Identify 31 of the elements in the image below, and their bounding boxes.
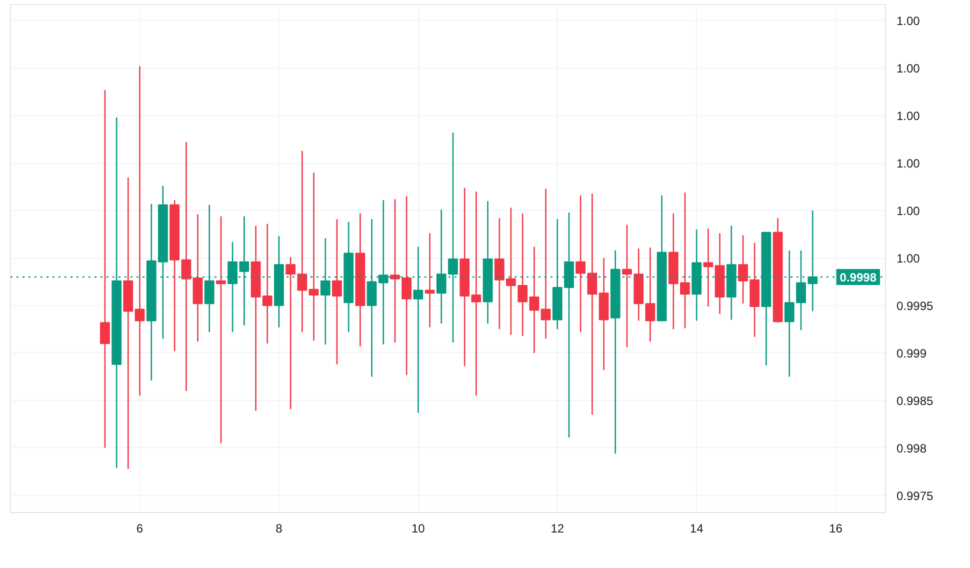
x-tick-label: 6 <box>136 522 144 536</box>
y-tick-label: 1.00 <box>896 109 920 124</box>
candlestick <box>134 66 145 396</box>
candlestick <box>540 188 551 340</box>
candlestick <box>181 142 192 392</box>
candlestick <box>123 176 134 470</box>
candlestick <box>308 172 319 342</box>
x-tick-label: 12 <box>550 522 564 536</box>
y-tick-label: 0.9985 <box>896 394 934 408</box>
y-tick-label: 1.00 <box>896 204 920 218</box>
y-tick-label: 0.9975 <box>896 488 934 503</box>
candlestick <box>703 228 714 308</box>
y-tick-label: 1.00 <box>896 252 920 266</box>
candlestick <box>332 218 342 366</box>
ref-line-label: 0.9998 <box>840 270 877 285</box>
x-tick-label: 16 <box>829 522 843 536</box>
candlestick <box>529 246 540 354</box>
candlestick <box>424 232 435 328</box>
y-tick-label: 0.9995 <box>896 299 934 313</box>
y-tick-label: 1.00 <box>896 14 920 28</box>
candlestick <box>100 89 110 449</box>
candlestick <box>262 223 272 344</box>
y-tick-label: 0.998 <box>896 441 927 456</box>
candlestick <box>216 216 226 444</box>
x-tick-label: 10 <box>412 522 426 536</box>
candlestick <box>518 212 528 337</box>
y-tick-label: 1.00 <box>896 156 920 171</box>
x-tick-label: 8 <box>276 522 283 536</box>
y-tick-label: 0.999 <box>896 346 927 360</box>
y-tick-label: 1.00 <box>896 62 920 76</box>
x-tick-label: 14 <box>690 522 704 536</box>
